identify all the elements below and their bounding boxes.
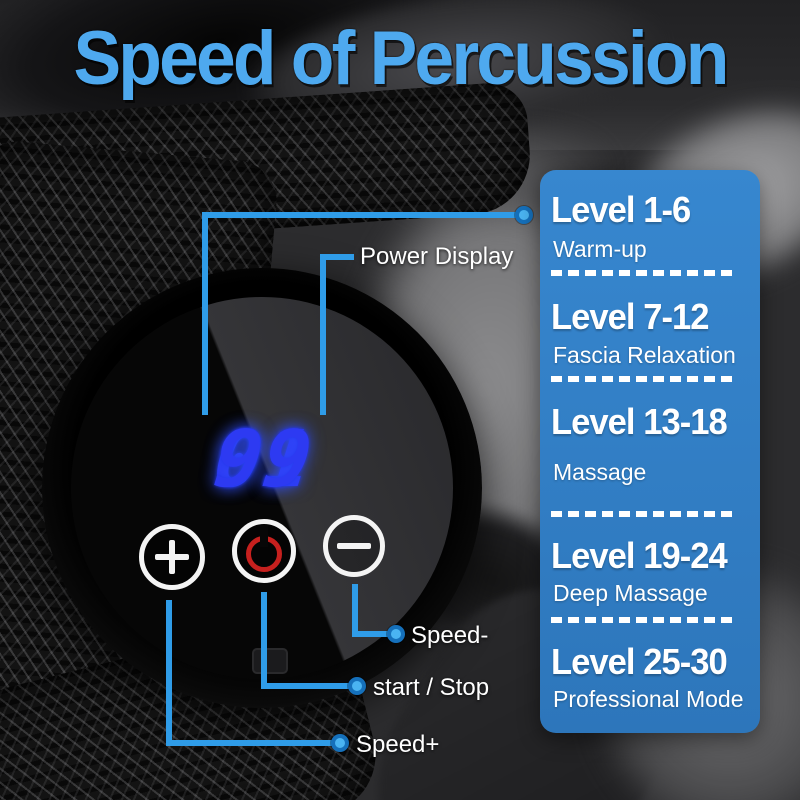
separator-dash-1 [551, 270, 737, 276]
speed-plus-button[interactable] [139, 524, 205, 590]
separator-dash-4 [551, 617, 737, 623]
device-head-notch [252, 648, 288, 674]
callout-dot-speed-plus [331, 734, 349, 752]
level-mode-1: Warm-up [553, 236, 647, 262]
page-title: Speed of Percussion [73, 16, 729, 101]
level-mode-3: Massage [553, 459, 647, 485]
power-icon [246, 524, 282, 572]
level-mode-4: Deep Massage [553, 580, 708, 606]
speed-minus-label: Speed- [411, 622, 489, 649]
power-display-label: Power Display [360, 243, 514, 270]
level-range-3: Level 13-18 [551, 401, 728, 442]
level-mode-5: Professional Mode [553, 686, 744, 712]
callout-dot-start-stop [348, 677, 366, 695]
minus-icon [337, 543, 371, 549]
level-range-4: Level 19-24 [551, 535, 728, 576]
speed-plus-label: Speed+ [356, 731, 440, 758]
start-stop-label: start / Stop [373, 674, 490, 701]
callout-line-level-vertical [202, 212, 208, 415]
callout-line-start-stop-horizontal [261, 683, 351, 689]
level-mode-2: Fascia Relaxation [553, 342, 736, 368]
plus-icon [155, 540, 189, 574]
callout-line-power-display-horizontal [320, 254, 354, 260]
callout-line-level-horizontal [202, 212, 524, 218]
callout-dot-level [515, 206, 533, 224]
callout-dot-speed-minus [387, 625, 405, 643]
separator-dash-2 [551, 376, 737, 382]
power-button[interactable] [232, 519, 296, 583]
level-range-1: Level 1-6 [551, 189, 691, 230]
led-display: 01 99 [141, 415, 387, 505]
callout-line-speed-minus-horizontal [352, 631, 390, 637]
callout-line-speed-minus-vertical [352, 584, 358, 634]
level-legend-panel: Level 1-6 Warm-up Level 7-12 Fascia Rela… [540, 170, 760, 733]
callout-line-speed-plus-vertical [166, 600, 172, 743]
level-range-5: Level 25-30 [551, 641, 728, 682]
led-speed-value: 99 [209, 415, 319, 505]
callout-line-speed-plus-horizontal [166, 740, 334, 746]
level-range-2: Level 7-12 [551, 296, 710, 337]
separator-dash-3 [551, 511, 737, 517]
callout-line-power-display-vertical [320, 254, 326, 415]
callout-line-start-stop-vertical [261, 592, 267, 687]
speed-minus-button[interactable] [323, 515, 385, 577]
